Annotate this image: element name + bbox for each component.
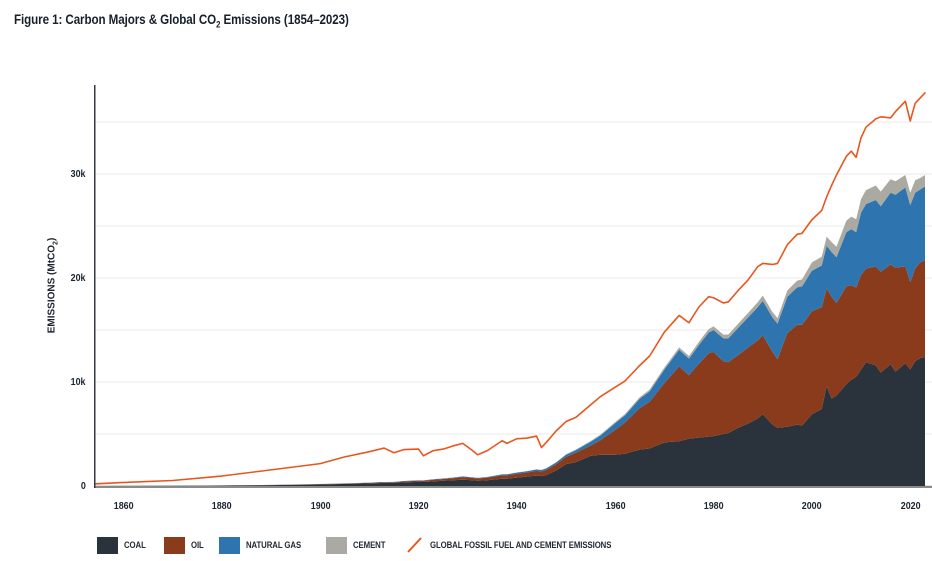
legend-swatch bbox=[219, 536, 241, 554]
legend-swatch bbox=[163, 536, 185, 554]
global-emissions-line bbox=[94, 92, 926, 485]
y-tick-10k: 10k bbox=[52, 375, 86, 389]
y-tick-0: 0 bbox=[52, 479, 86, 493]
x-tick-2000: 2000 bbox=[790, 499, 834, 513]
x-tick-label: 1940 bbox=[506, 500, 527, 512]
oil-area bbox=[94, 260, 925, 486]
natural-gas-area bbox=[94, 186, 925, 486]
x-tick-label: 2000 bbox=[801, 500, 822, 512]
y-tick-label: 10k bbox=[71, 376, 86, 388]
legend-item-natural-gas: NATURAL GAS bbox=[219, 536, 313, 554]
y-axis-label-text: EMISSIONS (MtCO bbox=[46, 244, 58, 334]
x-tick-label: 1880 bbox=[211, 500, 232, 512]
x-tick-label: 1920 bbox=[408, 500, 429, 512]
legend-item-coal: COAL bbox=[97, 536, 151, 554]
legend-label: GLOBAL FOSSIL FUEL AND CEMENT EMISSIONS bbox=[429, 539, 612, 551]
y-tick-label: 0 bbox=[81, 480, 86, 492]
figure-title-suffix: Emissions (1854–2023) bbox=[220, 12, 349, 27]
x-tick-label: 1900 bbox=[310, 500, 331, 512]
x-tick-label: 2020 bbox=[900, 500, 921, 512]
diagonal-line-glyph bbox=[407, 537, 422, 553]
y-tick-label: 20k bbox=[71, 272, 86, 284]
x-tick-1900: 1900 bbox=[298, 499, 342, 513]
x-tick-1980: 1980 bbox=[692, 499, 736, 513]
y-axis-label: EMISSIONS (MtCO2) bbox=[47, 206, 60, 366]
figure-title: Figure 1: Carbon Majors & Global CO2 Emi… bbox=[14, 12, 403, 30]
coal-area bbox=[94, 357, 925, 486]
legend-item-oil: OIL bbox=[163, 536, 207, 554]
legend-label: CEMENT bbox=[353, 539, 386, 551]
legend-label: COAL bbox=[124, 539, 146, 551]
x-tick-1920: 1920 bbox=[397, 499, 441, 513]
legend-label: NATURAL GAS bbox=[246, 539, 302, 551]
x-tick-2020: 2020 bbox=[888, 499, 932, 513]
figure-title-subscript: 2 bbox=[216, 19, 221, 30]
y-axis-label-subscript: 2 bbox=[52, 241, 60, 245]
y-tick-30k: 30k bbox=[52, 167, 86, 181]
legend-swatch bbox=[326, 536, 348, 554]
y-tick-label: 30k bbox=[71, 168, 86, 180]
x-tick-1860: 1860 bbox=[102, 499, 146, 513]
x-tick-label: 1980 bbox=[703, 500, 724, 512]
legend-item-global-fossil-fuel-and-cement-emissions: GLOBAL FOSSIL FUEL AND CEMENT EMISSIONS bbox=[406, 536, 651, 554]
figure-title-text: Figure 1: Carbon Majors & Global CO bbox=[14, 12, 217, 27]
legend-label: OIL bbox=[190, 539, 204, 551]
legend-swatch bbox=[97, 536, 118, 554]
y-tick-20k: 20k bbox=[52, 271, 86, 285]
chart-plot-area bbox=[94, 85, 932, 488]
x-tick-1880: 1880 bbox=[200, 499, 244, 513]
x-tick-label: 1860 bbox=[113, 500, 134, 512]
legend-item-cement: CEMENT bbox=[326, 536, 393, 554]
x-tick-label: 1960 bbox=[605, 500, 626, 512]
x-tick-1940: 1940 bbox=[495, 499, 539, 513]
chart-legend: COAL OIL NATURAL GAS CEMENT GLOBAL FOSSIL FU… bbox=[97, 534, 651, 556]
legend-line-icon bbox=[407, 537, 422, 553]
y-axis-label-suffix: ) bbox=[46, 237, 58, 242]
x-tick-1960: 1960 bbox=[593, 499, 637, 513]
